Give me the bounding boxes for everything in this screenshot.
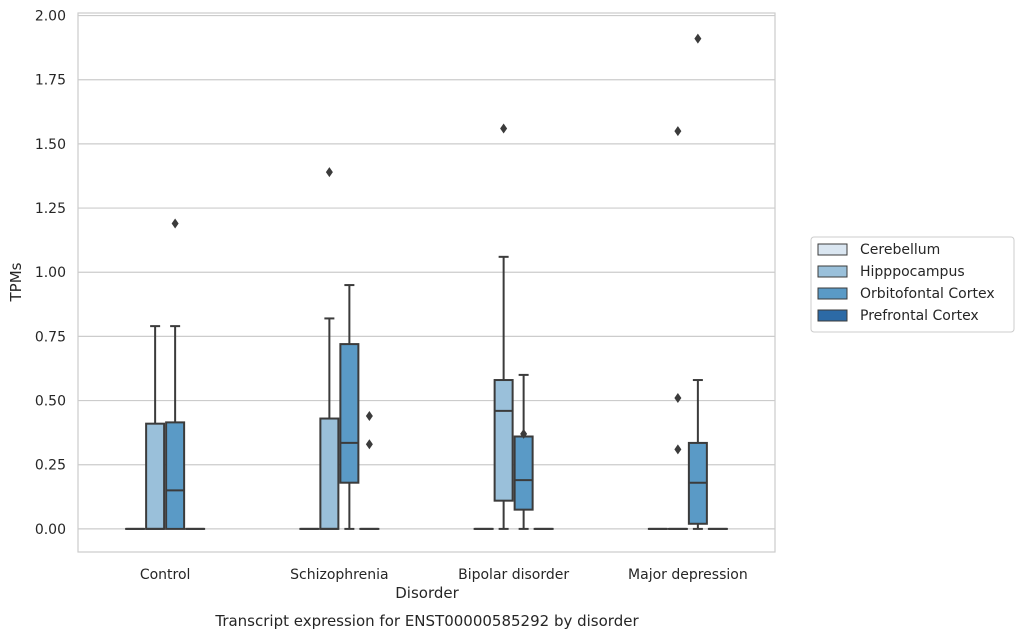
legend-swatch bbox=[817, 287, 848, 300]
legend-swatch bbox=[817, 309, 848, 322]
legend-frame bbox=[810, 236, 1015, 333]
box-prefrontal-cortex bbox=[359, 410, 380, 530]
plot-area-background bbox=[78, 13, 775, 552]
box-series bbox=[125, 33, 728, 530]
outlier-point bbox=[520, 428, 528, 439]
box-body bbox=[319, 417, 340, 530]
y-tick-labels: 0.00 0.25 0.50 0.75 1.00 1.25 1.50 1.75 2.00 bbox=[35, 9, 66, 538]
y-tick-label: 1.25 bbox=[35, 201, 66, 217]
box-body bbox=[165, 421, 186, 530]
chart-title: Transcript expression for ENST0000058529… bbox=[214, 612, 639, 630]
outlier-point bbox=[674, 444, 682, 455]
box-body bbox=[145, 422, 166, 530]
box-hipppocampus bbox=[493, 123, 514, 530]
box-hipppocampus bbox=[319, 167, 340, 530]
outlier-point bbox=[674, 393, 682, 403]
legend-label: Cerebellum bbox=[860, 242, 940, 258]
legend: Cerebellum Hipppocampus Orbitofontal Corte… bbox=[810, 236, 1015, 333]
outlier-point bbox=[365, 439, 373, 450]
box-hipppocampus bbox=[145, 325, 166, 530]
box-orbitofontal-cortex bbox=[687, 33, 708, 530]
box-orbitofontal-cortex bbox=[165, 218, 186, 530]
x-tick-label: Bipolar disorder bbox=[458, 567, 569, 583]
legend-label: Orbitofontal Cortex bbox=[860, 286, 995, 302]
outlier-point bbox=[365, 410, 373, 421]
outlier-point bbox=[171, 218, 179, 229]
box-orbitofontal-cortex bbox=[513, 373, 534, 530]
outlier-point bbox=[500, 123, 508, 134]
y-tick-label: 1.75 bbox=[35, 73, 66, 89]
y-tick-label: 0.00 bbox=[35, 522, 66, 538]
y-axis-label: TPMs bbox=[7, 262, 25, 302]
box-body bbox=[339, 343, 360, 484]
box-orbitofontal-cortex bbox=[339, 284, 360, 530]
box-body bbox=[513, 435, 534, 511]
y-tick-label: 1.50 bbox=[35, 137, 66, 153]
x-axis-label: Disorder bbox=[395, 584, 459, 602]
y-tick-label: 0.50 bbox=[35, 394, 66, 410]
y-tick-label: 0.25 bbox=[35, 458, 66, 474]
box-hipppocampus bbox=[667, 126, 688, 530]
y-tick-label: 1.00 bbox=[35, 265, 66, 281]
plot-area-frame bbox=[77, 12, 776, 553]
x-tick-labels: Control Schizophrenia Bipolar disorder Majo… bbox=[140, 567, 748, 583]
legend-swatch bbox=[817, 243, 848, 256]
outlier-point bbox=[694, 33, 702, 44]
x-tick-label: Control bbox=[140, 567, 191, 583]
outlier-point bbox=[325, 167, 333, 178]
legend-label: Hipppocampus bbox=[860, 264, 965, 280]
box-body bbox=[493, 379, 514, 502]
y-tick-label: 0.75 bbox=[35, 329, 66, 345]
x-tick-label: Schizophrenia bbox=[290, 567, 388, 583]
x-tick-label: Major depression bbox=[628, 567, 748, 583]
legend-label: Prefrontal Cortex bbox=[860, 308, 979, 324]
y-tick-label: 2.00 bbox=[35, 9, 66, 25]
legend-swatch bbox=[817, 265, 848, 278]
outlier-point bbox=[674, 126, 682, 137]
